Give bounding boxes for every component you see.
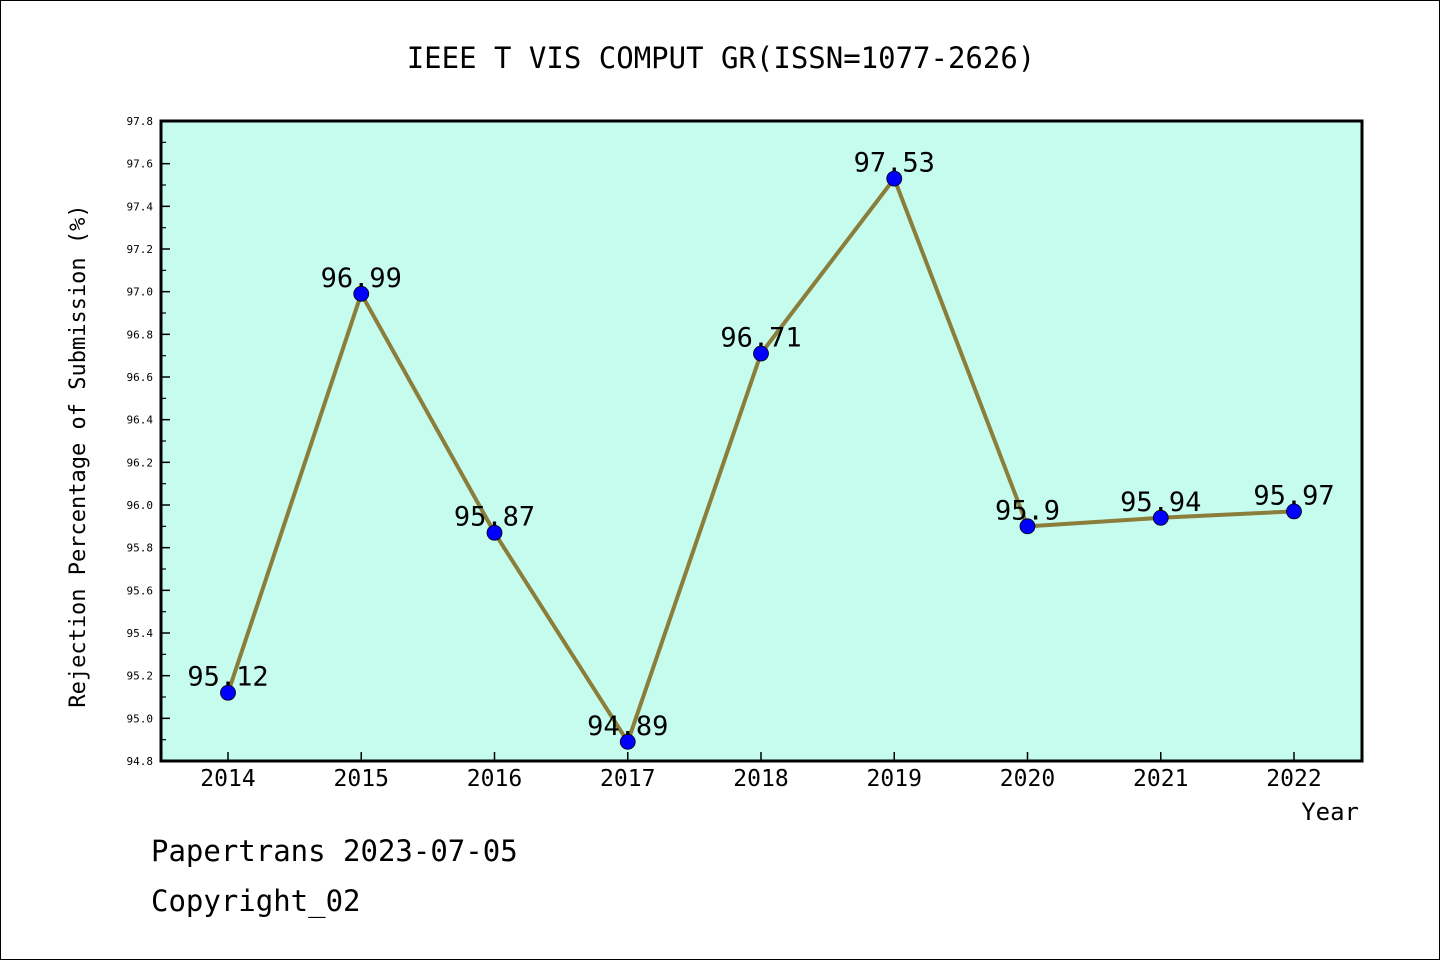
y-tick-label: 97.2 — [127, 243, 154, 256]
x-tick-label: 2019 — [867, 766, 922, 792]
data-point — [353, 285, 370, 302]
data-point — [486, 524, 503, 541]
x-tick-label: 2015 — [334, 766, 389, 792]
data-point — [1286, 503, 1302, 520]
y-tick-label: 96.2 — [127, 456, 154, 469]
data-label: 95.9 — [995, 495, 1060, 526]
data-point — [1019, 518, 1036, 535]
y-tick-label: 97.6 — [127, 158, 154, 171]
data-label: 94.89 — [587, 711, 668, 742]
x-axis: 2014 2015 2016 2017 2018 2019 2020 2021 2022 — [200, 752, 1322, 792]
y-axis-label: Rejection Percentage of Submission (%) — [66, 204, 91, 707]
x-tick-label: 2022 — [1266, 766, 1321, 792]
footer-copyright: Copyright_02 — [151, 884, 361, 918]
y-tick-label: 97.4 — [127, 200, 154, 213]
y-tick-label: 95.0 — [127, 712, 154, 725]
data-point — [886, 170, 903, 187]
data-label: 95.97 — [1253, 480, 1334, 511]
x-tick-label: 2014 — [200, 766, 255, 792]
y-tick-label: 96.4 — [127, 414, 154, 427]
data-label: 95.94 — [1120, 487, 1201, 518]
x-tick-label: 2020 — [1000, 766, 1055, 792]
x-axis-label: Year — [1301, 798, 1359, 826]
y-tick-label: 95.6 — [127, 584, 154, 597]
data-point — [220, 684, 236, 701]
y-tick-label: 97.8 — [127, 115, 154, 128]
data-label: 96.71 — [720, 323, 801, 354]
x-tick-label: 2021 — [1133, 766, 1188, 792]
y-tick-label: 97.0 — [127, 286, 154, 299]
y-tick-label: 95.8 — [127, 542, 154, 555]
data-label: 96.99 — [321, 263, 402, 294]
data-point — [619, 733, 636, 750]
y-tick-label: 96.0 — [127, 499, 154, 512]
chart-title: IEEE T VIS COMPUT GR(ISSN=1077-2626) — [407, 41, 1036, 75]
data-point — [753, 345, 769, 362]
data-point — [1152, 509, 1169, 526]
data-label: 95.87 — [454, 502, 535, 533]
x-tick-label: 2018 — [733, 766, 788, 792]
plot-area — [159, 119, 1364, 763]
x-tick-label: 2016 — [467, 766, 522, 792]
data-label: 97.53 — [854, 148, 935, 179]
footer-date: Papertrans 2023-07-05 — [151, 834, 518, 868]
y-axis: 94.8 95.0 95.2 95.4 95.6 95.8 96.0 96.2 96.4 96.6… — [127, 115, 170, 768]
y-tick-label: 95.4 — [127, 627, 154, 640]
x-tick-label: 2017 — [600, 766, 655, 792]
y-tick-label: 96.6 — [127, 371, 154, 384]
data-label: 95.12 — [187, 662, 268, 693]
y-tick-label: 95.2 — [127, 670, 154, 683]
y-tick-label: 94.8 — [127, 755, 154, 768]
series-layer: 95.12 96.99 95.87 94.89 96.71 97.53 95.9 95.94 9… — [187, 148, 1335, 750]
y-tick-label: 96.8 — [127, 328, 154, 341]
